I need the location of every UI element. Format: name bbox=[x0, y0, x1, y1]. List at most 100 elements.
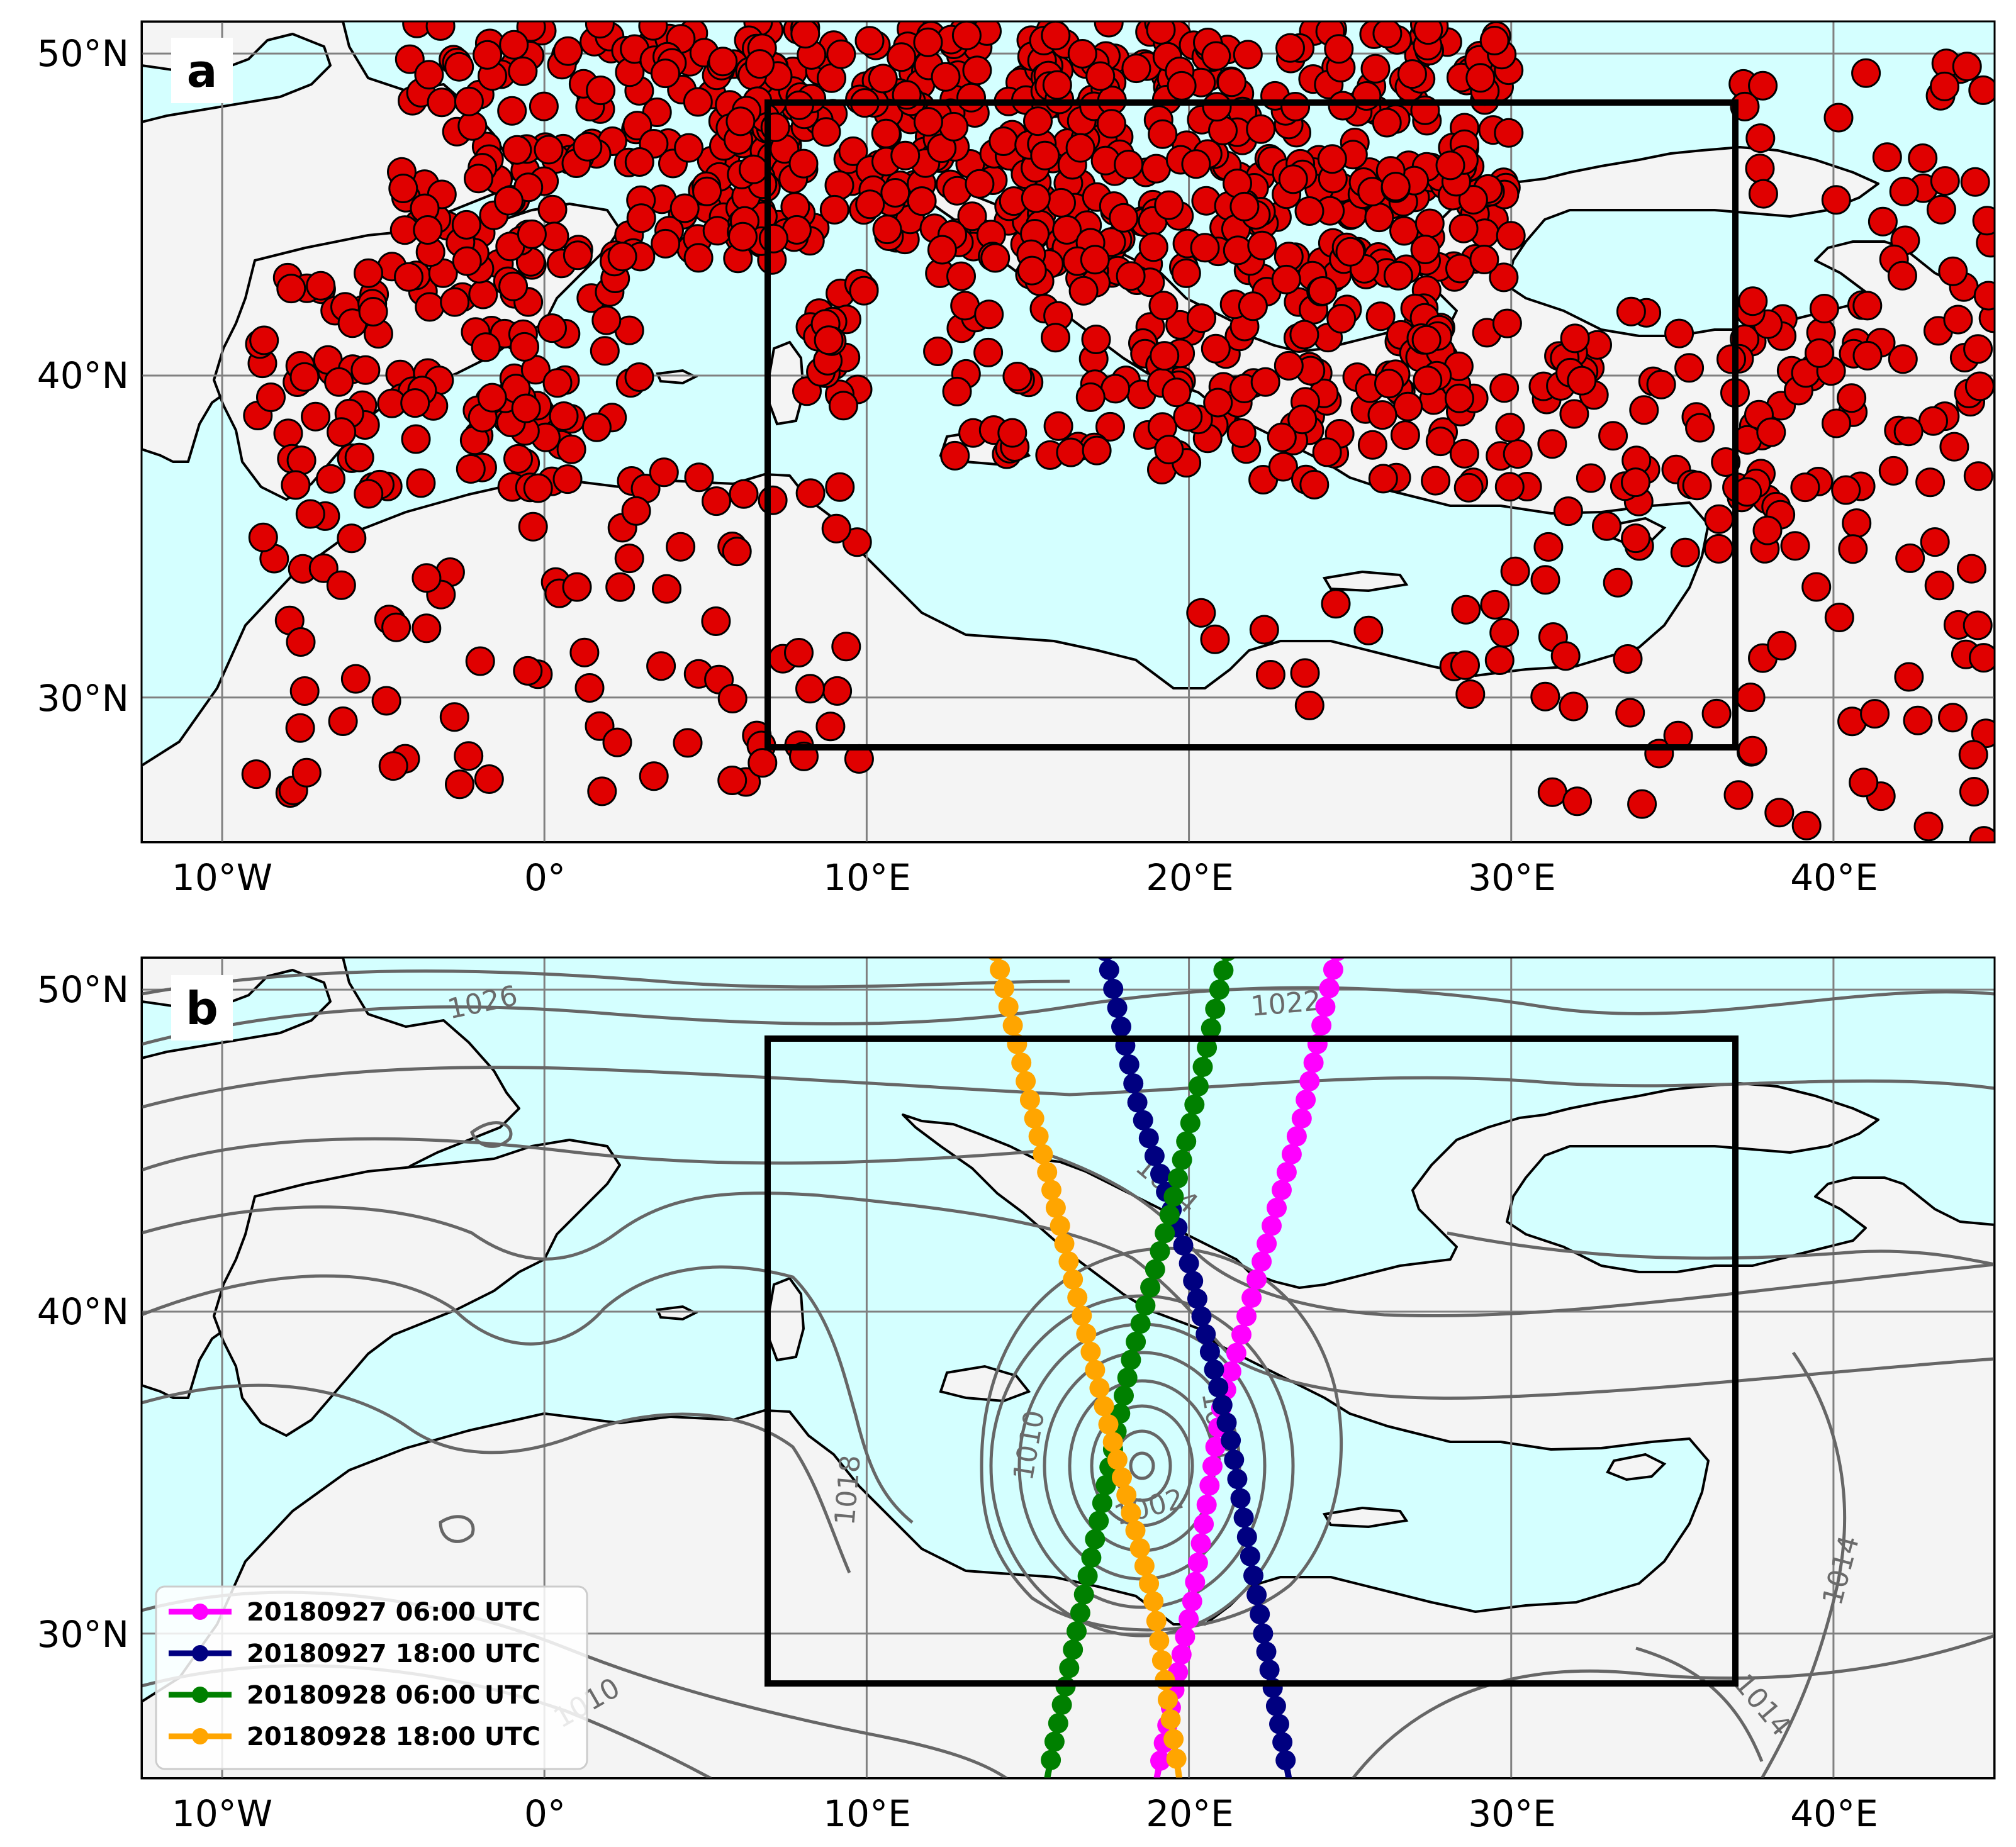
station-marker bbox=[1603, 567, 1633, 598]
station-marker bbox=[1425, 427, 1455, 457]
station-marker bbox=[1294, 196, 1324, 226]
trajectory-marker bbox=[998, 996, 1019, 1017]
station-marker bbox=[1324, 34, 1354, 64]
trajectory-marker bbox=[1076, 1324, 1097, 1344]
trajectory-marker bbox=[1127, 1092, 1148, 1113]
station-marker bbox=[1223, 235, 1253, 265]
station-marker bbox=[517, 219, 547, 249]
station-marker bbox=[1448, 213, 1479, 243]
trajectory-marker bbox=[1216, 1412, 1237, 1433]
station-marker bbox=[621, 496, 651, 526]
station-marker bbox=[725, 106, 756, 137]
station-marker bbox=[241, 759, 271, 790]
lat-label-40n: 40°N bbox=[37, 354, 129, 397]
station-marker bbox=[1576, 463, 1606, 493]
station-marker bbox=[497, 96, 527, 126]
trajectory-marker bbox=[1246, 1585, 1267, 1605]
station-marker bbox=[1492, 308, 1522, 338]
trajectory-marker bbox=[1176, 1131, 1197, 1152]
station-marker bbox=[494, 186, 524, 216]
station-marker bbox=[1479, 26, 1509, 55]
station-marker bbox=[454, 741, 484, 771]
station-marker bbox=[951, 21, 982, 50]
station-marker bbox=[1308, 276, 1338, 306]
trajectory-marker bbox=[1180, 1113, 1201, 1134]
station-marker bbox=[1413, 21, 1443, 45]
station-marker bbox=[316, 464, 345, 494]
station-marker bbox=[1043, 411, 1073, 441]
station-marker bbox=[1831, 475, 1861, 505]
station-marker bbox=[327, 417, 357, 447]
station-marker bbox=[350, 355, 381, 385]
station-marker bbox=[1484, 645, 1515, 675]
station-marker bbox=[1723, 780, 1754, 810]
trajectory-marker bbox=[1048, 1713, 1068, 1734]
legend: 20180927 06:00 UTC 20180927 18:00 UTC 20… bbox=[155, 1585, 588, 1770]
station-marker bbox=[849, 276, 879, 306]
contour-line bbox=[142, 1066, 1995, 1109]
station-marker bbox=[1930, 166, 1960, 196]
station-marker bbox=[1081, 325, 1111, 354]
station-marker bbox=[534, 135, 564, 165]
trajectory-marker bbox=[1098, 1414, 1119, 1435]
trajectory-marker bbox=[1224, 1449, 1245, 1470]
station-marker bbox=[537, 313, 567, 343]
legend-marker bbox=[192, 1687, 208, 1703]
contour-label: 1022 bbox=[1250, 985, 1323, 1023]
station-marker bbox=[1903, 705, 1933, 735]
trajectory-marker bbox=[1107, 1449, 1128, 1470]
station-marker bbox=[962, 55, 992, 86]
lon-label-30e: 30°E bbox=[1468, 856, 1555, 899]
station-marker bbox=[1365, 301, 1396, 332]
trajectory-marker bbox=[1070, 1602, 1090, 1623]
trajectory-marker bbox=[1058, 1251, 1079, 1272]
station-marker bbox=[1956, 554, 1986, 584]
lon-label-10w: 10°W bbox=[172, 856, 272, 899]
station-marker bbox=[587, 776, 617, 806]
contour-line bbox=[439, 1515, 475, 1543]
station-marker bbox=[1894, 662, 1924, 692]
station-marker bbox=[1823, 103, 1854, 133]
station-marker bbox=[1449, 438, 1479, 469]
station-marker bbox=[821, 513, 851, 544]
trajectory-marker bbox=[1112, 1467, 1132, 1488]
trajectory-marker bbox=[1183, 1271, 1204, 1292]
station-marker bbox=[358, 297, 388, 326]
station-marker bbox=[684, 462, 714, 493]
station-marker bbox=[499, 30, 529, 60]
station-marker bbox=[1537, 429, 1567, 459]
panel-a: a 50°N 40°N 30°N 10°W 0° 10°E 20°E 30°E … bbox=[37, 20, 1996, 899]
lat-label-30n: 30°N bbox=[37, 1613, 129, 1656]
station-marker bbox=[1465, 63, 1496, 93]
station-marker bbox=[1821, 185, 1851, 215]
trajectory-marker bbox=[1184, 1094, 1205, 1115]
station-marker bbox=[1226, 418, 1257, 448]
legend-item: 20180928 06:00 UTC bbox=[169, 1681, 540, 1710]
station-marker bbox=[306, 271, 336, 301]
station-marker bbox=[1748, 70, 1778, 101]
trajectory-marker bbox=[1209, 979, 1229, 1000]
legend-item: 20180927 06:00 UTC bbox=[169, 1598, 540, 1627]
station-marker bbox=[1360, 53, 1391, 84]
station-marker bbox=[669, 193, 700, 223]
trajectory-marker bbox=[1291, 1108, 1312, 1129]
trajectory-marker bbox=[1199, 1341, 1220, 1362]
trajectory-marker bbox=[1168, 1168, 1188, 1188]
station-marker bbox=[1838, 534, 1868, 564]
station-marker bbox=[974, 299, 1004, 330]
trajectory-marker bbox=[1256, 1641, 1277, 1662]
trajectory-marker bbox=[1205, 1436, 1226, 1457]
station-marker bbox=[758, 223, 788, 254]
station-marker bbox=[1450, 650, 1480, 680]
panel-b-domain-box bbox=[764, 1035, 1739, 1687]
legend-label: 20180927 18:00 UTC bbox=[247, 1639, 540, 1668]
station-marker bbox=[887, 42, 917, 72]
trajectory-marker bbox=[1024, 1108, 1044, 1129]
station-marker bbox=[1141, 153, 1171, 184]
contour-line bbox=[142, 1137, 1995, 1318]
station-marker bbox=[1735, 683, 1766, 712]
station-marker bbox=[1217, 67, 1246, 98]
station-marker bbox=[980, 243, 1011, 273]
station-marker bbox=[913, 107, 943, 137]
trajectory-marker bbox=[1114, 1385, 1134, 1406]
